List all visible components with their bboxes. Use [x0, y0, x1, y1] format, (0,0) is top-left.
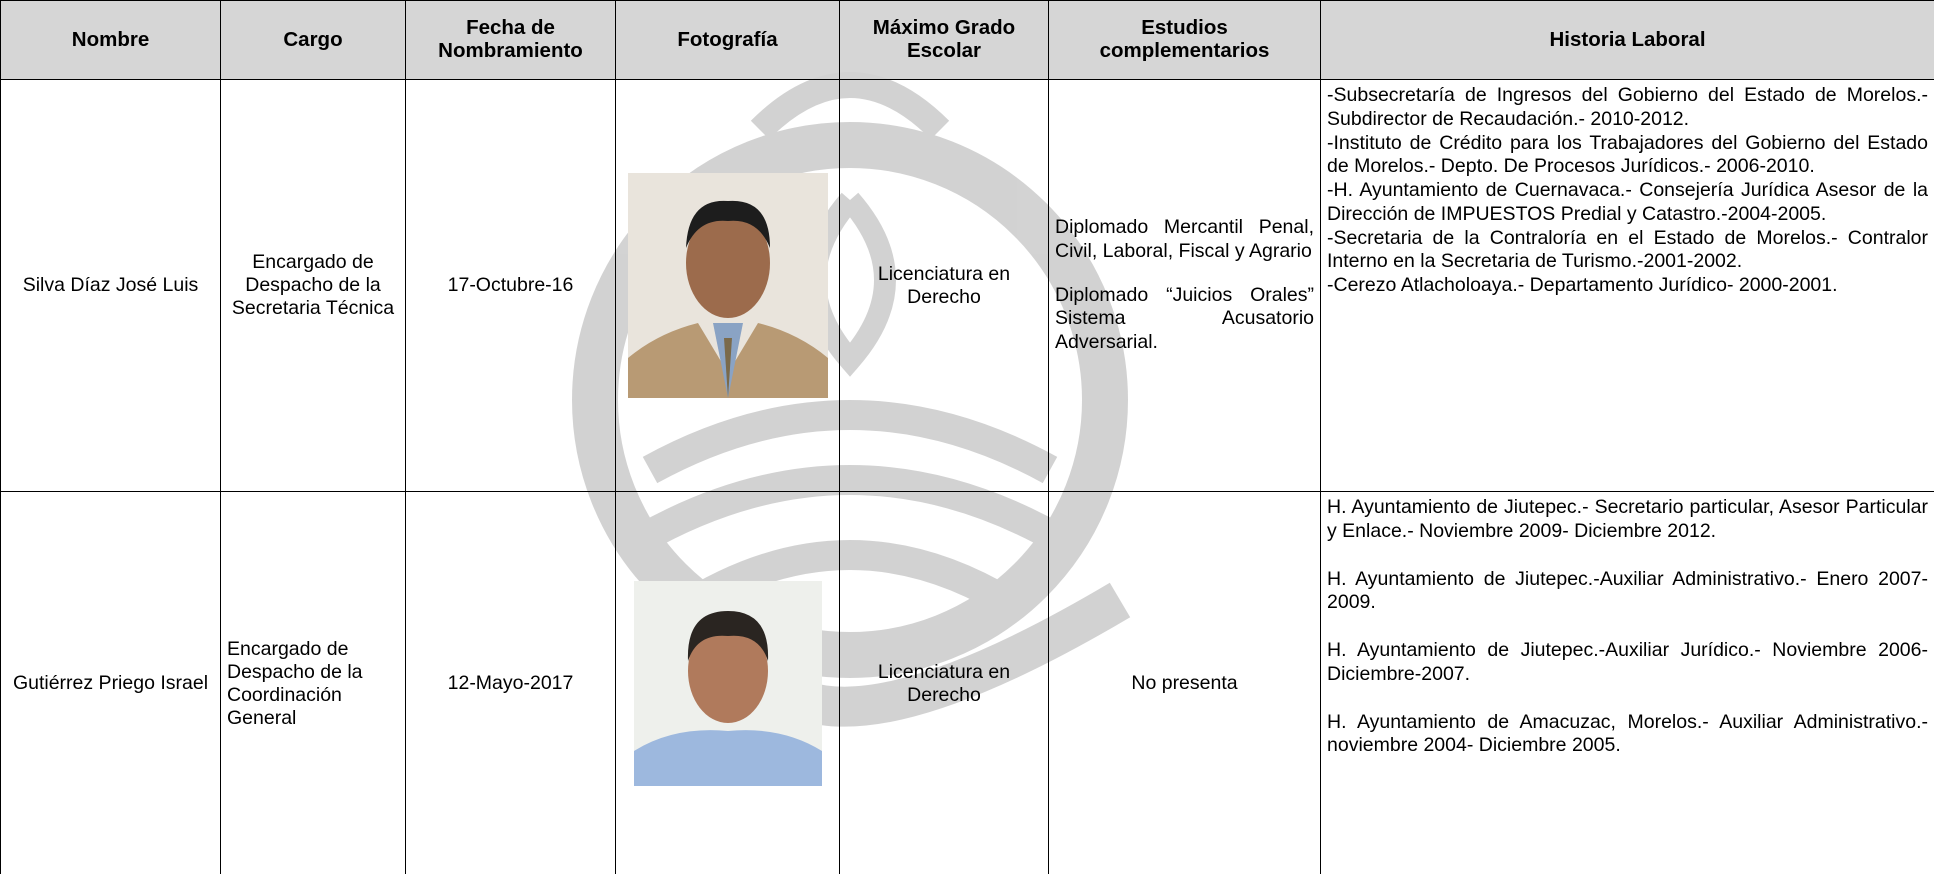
header-cell: Estudios complementarios: [1048, 0, 1321, 80]
fecha: 12-Mayo-2017: [405, 491, 616, 874]
table-row: Silva Díaz José Luis Encargado de Despac…: [0, 79, 1934, 492]
header-cell: Fecha de Nombramiento: [405, 0, 616, 80]
table-row: Gutiérrez Priego Israel Encargado de Des…: [0, 491, 1934, 874]
cargo: Encargado de Despacho de la Secretaria T…: [220, 79, 406, 492]
fecha: 17-Octubre-16: [405, 79, 616, 492]
historia-item: H. Ayuntamiento de Jiutepec.- Secretario…: [1327, 496, 1928, 542]
photo: [627, 173, 828, 398]
historia: H. Ayuntamiento de Jiutepec.- Secretario…: [1320, 491, 1934, 874]
nombre: Silva Díaz José Luis: [0, 79, 221, 492]
header-cell: Nombre: [0, 0, 221, 80]
photo-cell: [615, 491, 840, 874]
historia: -Subsecretaría de Ingresos del Gobierno …: [1320, 79, 1934, 492]
header-cell: Cargo: [220, 0, 406, 80]
estudios: Diplomado Mercantil Penal, Civil, Labora…: [1048, 79, 1321, 492]
header-cell: Historia Laboral: [1320, 0, 1934, 80]
header-row: Nombre Cargo Fecha de Nombramiento Fotog…: [0, 0, 1934, 80]
cargo: Encargado de Despacho de la Coordinación…: [220, 491, 406, 874]
historia-item: -Cerezo Atlacholoaya.- Departamento Jurí…: [1327, 274, 1838, 297]
nombre: Gutiérrez Priego Israel: [0, 491, 221, 874]
estudios: No presenta: [1048, 491, 1321, 874]
grado: Licenciatura en Derecho: [839, 491, 1049, 874]
historia-item: -Secretaria de la Contraloría en el Esta…: [1327, 226, 1928, 273]
historia-item: H. Ayuntamiento de Jiutepec.-Auxiliar Ad…: [1327, 567, 1928, 614]
historia-item: -Subsecretaría de Ingresos del Gobierno …: [1327, 84, 1928, 130]
photo: [633, 581, 822, 786]
estudio: No presenta: [1131, 672, 1238, 694]
historia-item: -Instituto de Crédito para los Trabajado…: [1327, 131, 1928, 178]
photo-cell: [615, 79, 840, 492]
estudio: Diplomado Mercantil Penal, Civil, Labora…: [1055, 216, 1314, 262]
header-cell: Máximo Grado Escolar: [839, 0, 1049, 80]
estudio: Diplomado “Juicios Orales” Sistema Acusa…: [1055, 283, 1314, 354]
historia-item: H. Ayuntamiento de Jiutepec.-Auxiliar Ju…: [1327, 639, 1928, 685]
header-cell: Fotografía: [615, 0, 840, 80]
grado: Licenciatura en Derecho: [839, 79, 1049, 492]
historia-item: H. Ayuntamiento de Amacuzac, Morelos.- A…: [1327, 710, 1928, 757]
historia-item: -H. Ayuntamiento de Cuernavaca.- Conseje…: [1327, 179, 1928, 225]
